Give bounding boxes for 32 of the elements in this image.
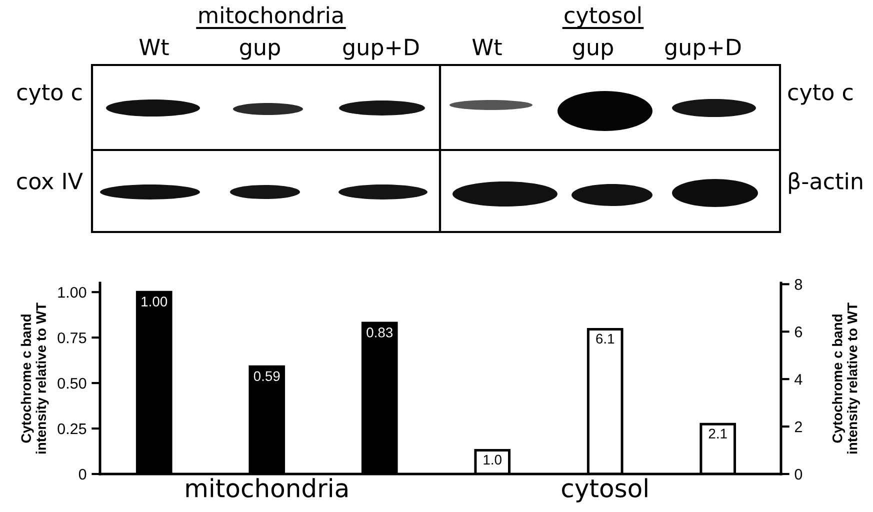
text: cyto c [788,84,853,105]
y-axis-title: Cytochrome c band intensity relative to WT [20,302,49,454]
y-tick-label: 0.50 [58,378,86,389]
data-label: 2.1 [708,428,727,438]
text: gup [240,42,280,60]
series-label: cytosol [562,478,648,502]
text: gup [573,42,613,60]
y2-axis-title: Cytochrome c band intensity relative to WT [832,302,860,454]
data-label: 0.59 [254,371,280,382]
data-label: 0.83 [366,328,393,338]
text: β-actin [789,172,862,194]
y-tick-label: 0 [78,468,86,480]
y2-tick-label: 6 [794,326,802,338]
y-tick-label: 0.25 [58,423,86,434]
text: cyto c [17,84,82,105]
y-tick-label: 1.00 [58,286,86,298]
data-label: 1.00 [142,296,168,306]
y-tick-label: 0.75 [58,332,86,344]
data-label: 6.1 [596,334,614,344]
text: cytosol [564,6,640,28]
text: mitochondria [199,6,343,24]
y2-tick-label: 4 [794,374,802,385]
y2-tick-label: 0 [794,468,802,480]
text: gup+D [665,38,741,60]
series-label: mitochondria [186,478,348,498]
text: Wt [139,38,169,56]
data-label: 1.0 [484,454,502,465]
text: cox IV [17,172,83,190]
text: gup+D [343,38,419,60]
text: Wt [472,38,502,56]
y2-tick-label: 8 [794,279,802,290]
y2-tick-label: 2 [794,421,802,432]
